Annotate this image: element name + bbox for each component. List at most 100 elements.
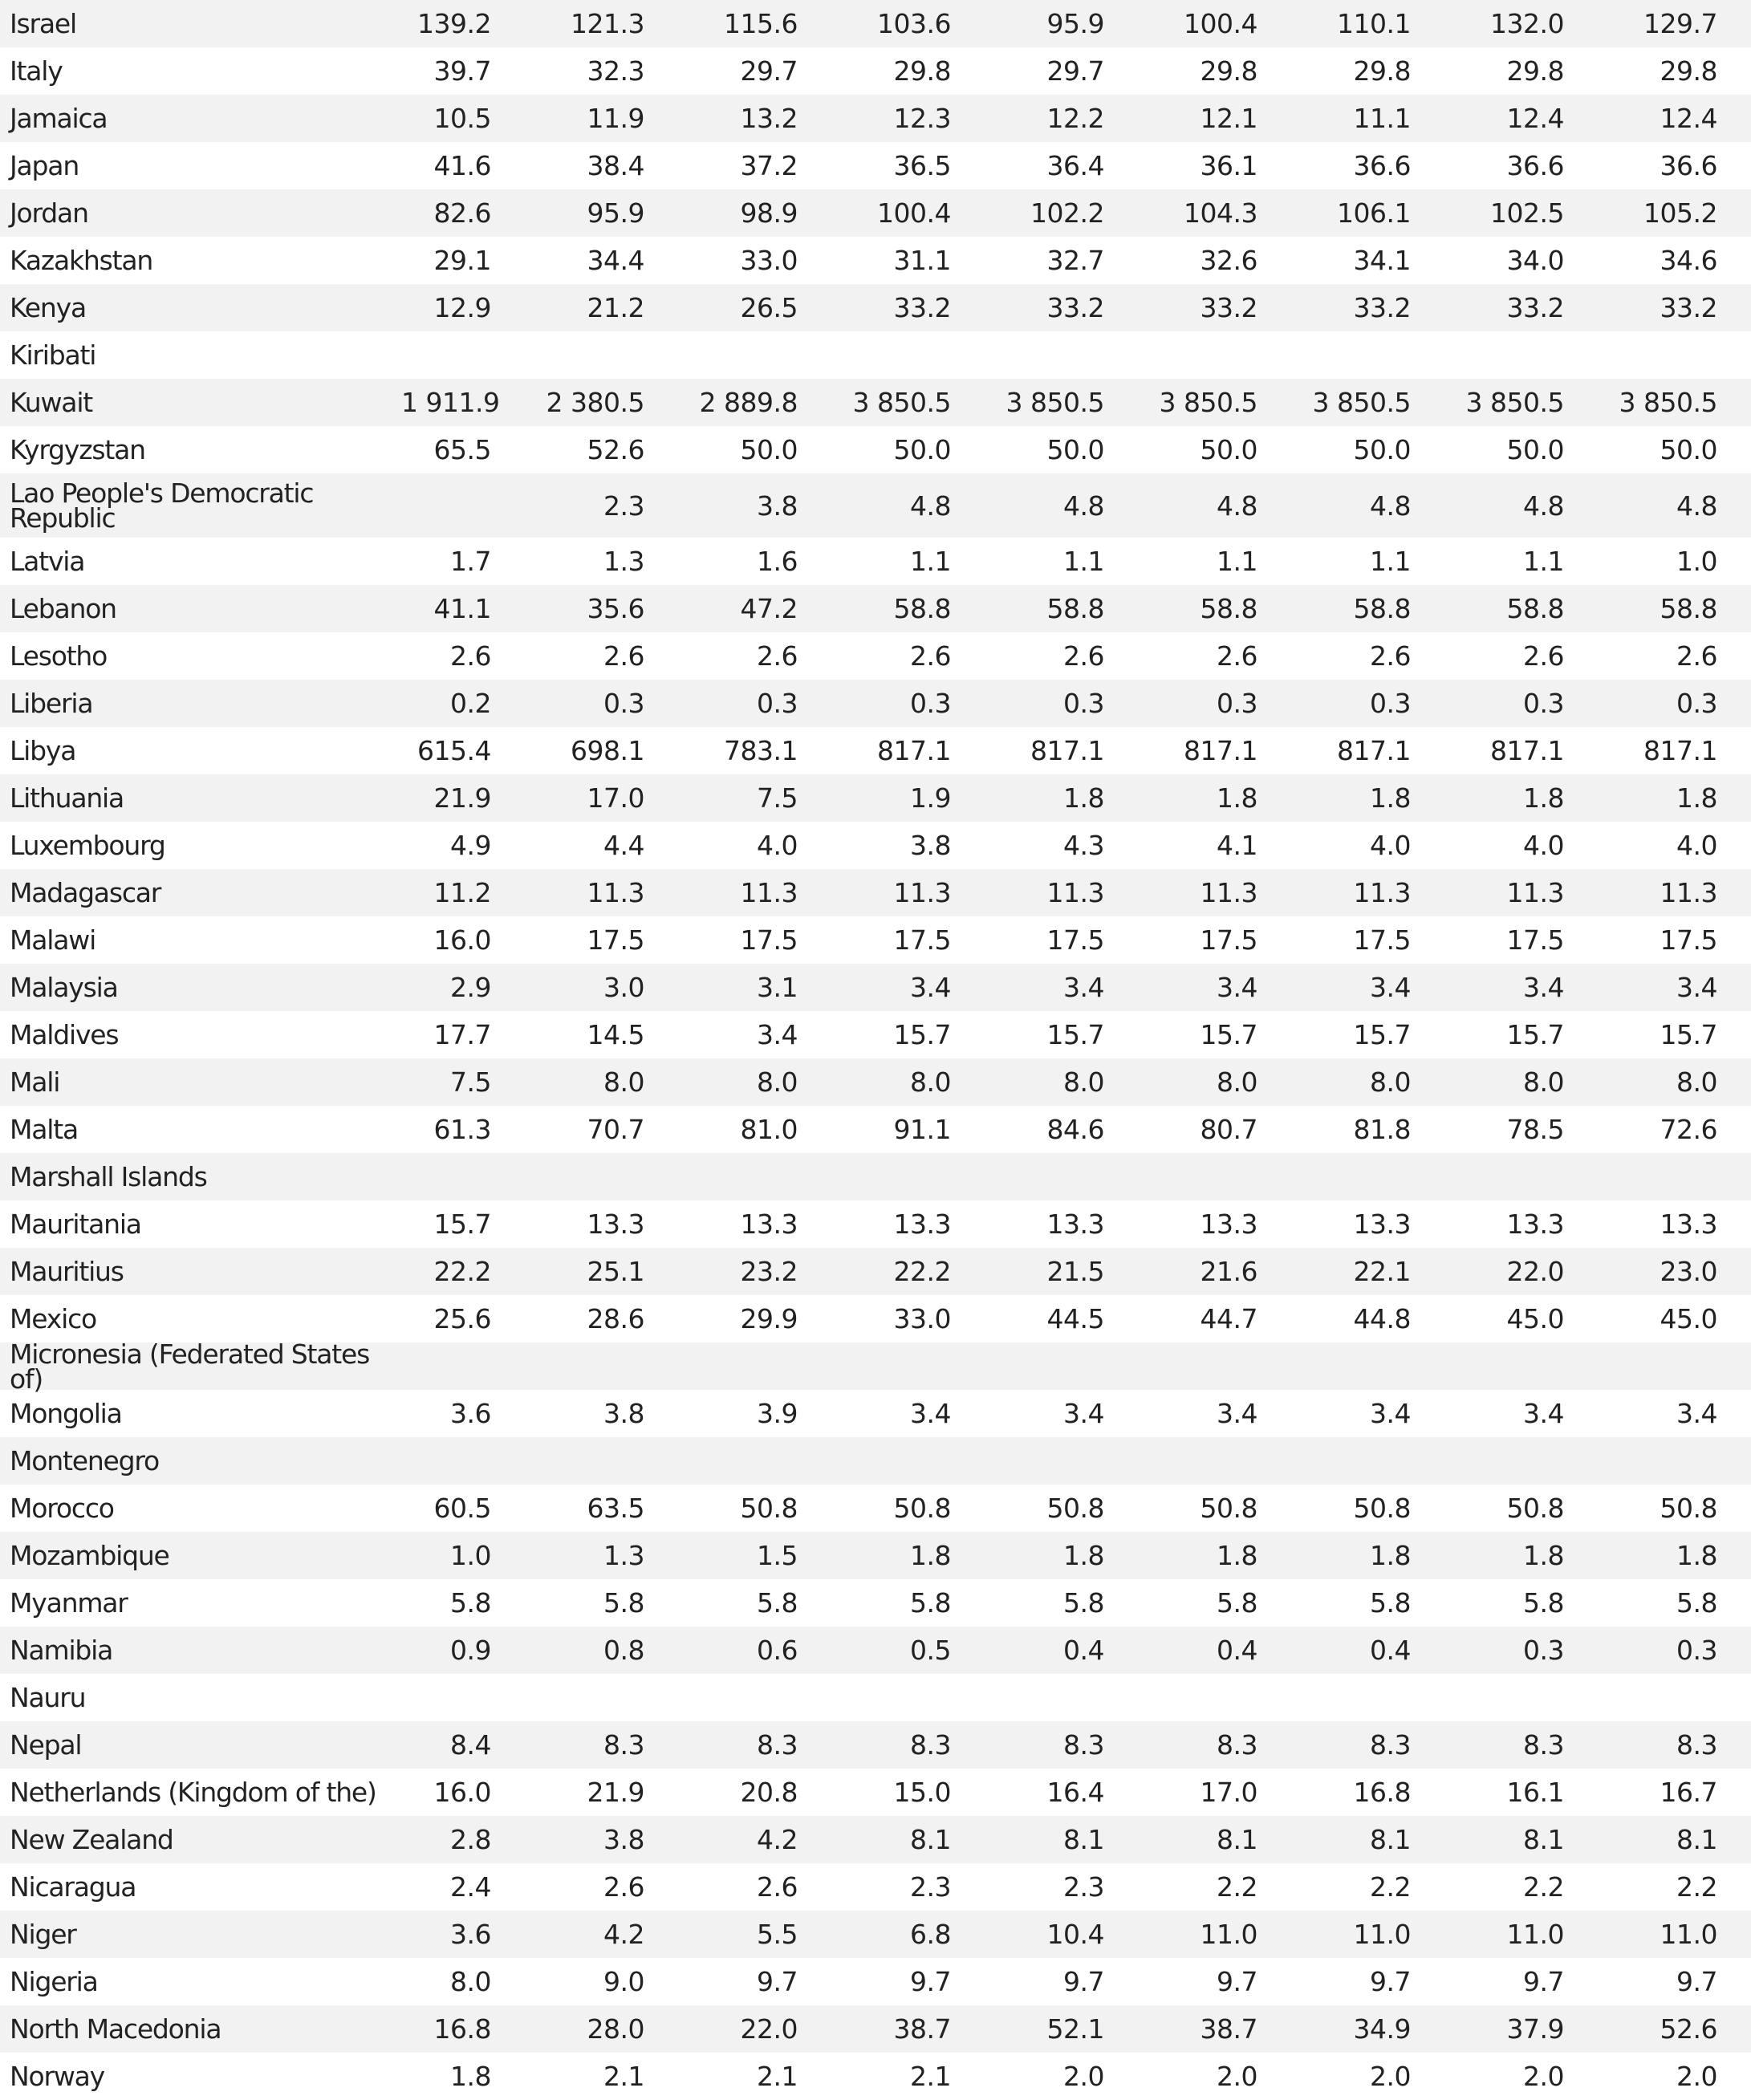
value-cell: 23.0 [1660,1256,1718,1287]
value-cell: 0.3 [1676,688,1717,719]
country-name-cell: Mauritania [10,1208,142,1240]
value-cell: 23.2 [740,1256,798,1287]
value-cell: 16.4 [1046,1777,1105,1808]
value-cell: 25.1 [587,1256,645,1287]
value-cell: 103.6 [877,8,951,39]
country-name-cell: Malta [10,1114,79,1145]
value-cell: 102.5 [1490,197,1564,229]
value-cell: 17.5 [1353,924,1412,956]
value-cell: 4.0 [757,830,798,861]
value-cell: 139.2 [417,8,491,39]
value-cell: 29.1 [433,245,492,276]
value-cell: 0.4 [1370,1635,1411,1666]
table-row: Mauritius 22.2 25.1 23.2 22.2 21.5 21.6 22.1 22.… [0,1248,1751,1295]
value-cell: 36.1 [1200,150,1258,181]
value-cell: 4.0 [1676,830,1717,861]
value-cell: 817.1 [1490,735,1564,766]
value-cell: 2.2 [1523,1871,1564,1903]
value-cell: 33.2 [893,292,952,323]
value-cell: 3.4 [1370,972,1411,1003]
value-cell: 36.6 [1353,150,1412,181]
value-cell: 13.3 [1506,1208,1565,1240]
value-cell: 13.3 [1046,1208,1105,1240]
value-cell: 0.5 [910,1635,951,1666]
value-cell: 28.0 [587,2013,645,2045]
value-cell: 65.5 [433,434,492,465]
value-cell: 78.5 [1506,1114,1565,1145]
value-cell: 4.8 [1063,489,1104,522]
value-cell: 0.9 [450,1635,491,1666]
value-cells: 29.1 34.4 33.0 31.1 32.7 32.6 34.1 34.0 34.6 [401,245,1725,276]
value-cell: 2.6 [603,640,644,672]
value-cell: 4.9 [450,830,491,861]
value-cell: 52.6 [587,434,645,465]
value-cells: 82.6 95.9 98.9 100.4 102.2 104.3 106.1 102.5 105… [401,197,1725,229]
value-cell: 38.4 [587,150,645,181]
value-cell: 16.1 [1506,1777,1565,1808]
value-cell: 29.7 [1046,55,1105,87]
value-cell: 37.9 [1506,2013,1565,2045]
value-cell: 11.2 [433,877,492,908]
value-cell: 5.8 [757,1587,798,1619]
table-row: Lithuania 21.9 17.0 7.5 1.9 1.8 1.8 1.8 1.8 1.8 [0,774,1751,822]
value-cell: 33.2 [1200,292,1258,323]
table-row: Nepal 8.4 8.3 8.3 8.3 8.3 8.3 8.3 8.3 8.3 [0,1721,1751,1769]
value-cell: 80.7 [1200,1114,1258,1145]
value-cell: 129.7 [1643,8,1717,39]
value-cell: 16.8 [433,2013,492,2045]
value-cell: 3 850.5 [1006,387,1105,418]
country-name-cell: Israel [10,8,77,39]
value-cell: 13.3 [1660,1208,1718,1240]
value-cell: 1.8 [450,2061,491,2092]
value-cell: 783.1 [724,735,798,766]
value-cell: 50.8 [1353,1493,1412,1524]
table-row: Luxembourg 4.9 4.4 4.0 3.8 4.3 4.1 4.0 4.0 4.0 [0,822,1751,869]
value-cell: 13.3 [1353,1208,1412,1240]
value-cell: 2.6 [1217,640,1257,672]
value-cell: 0.2 [450,688,491,719]
table-row: Japan 41.6 38.4 37.2 36.5 36.4 36.1 36.6 36.6 36.… [0,142,1751,189]
value-cell: 33.2 [1506,292,1565,323]
value-cell: 52.1 [1046,2013,1105,2045]
table-row: Mali 7.5 8.0 8.0 8.0 8.0 8.0 8.0 8.0 8.0 [0,1058,1751,1106]
value-cell: 2.6 [1063,640,1104,672]
table-row: Nigeria 8.0 9.0 9.7 9.7 9.7 9.7 9.7 9.7 9.7 [0,1958,1751,2005]
table-row: Malaysia 2.9 3.0 3.1 3.4 3.4 3.4 3.4 3.4 3.4 [0,964,1751,1011]
value-cells: 16.0 17.5 17.5 17.5 17.5 17.5 17.5 17.5 17.5 [401,924,1725,956]
value-cell: 1.1 [1063,546,1104,577]
table-row: Lesotho 2.6 2.6 2.6 2.6 2.6 2.6 2.6 2.6 2.6 [0,632,1751,680]
value-cell: 11.3 [1046,877,1105,908]
value-cell: 37.2 [740,150,798,181]
value-cell [401,490,491,522]
value-cell: 2.6 [1523,640,1564,672]
value-cell: 4.1 [1217,830,1257,861]
table-row: Kiribati [0,331,1751,379]
country-name-cell: Kyrgyzstan [10,434,146,465]
value-cell: 817.1 [1337,735,1411,766]
value-cell: 32.3 [587,55,645,87]
value-cell: 17.0 [1200,1777,1258,1808]
value-cell: 11.3 [1506,877,1565,908]
table-row: Libya 615.4 698.1 783.1 817.1 817.1 817.1 817.1… [0,727,1751,774]
value-cell: 1.3 [603,546,644,577]
value-cell: 2.1 [603,2061,644,2092]
value-cell: 8.1 [1523,1824,1564,1855]
value-cell: 5.8 [1523,1587,1564,1619]
value-cell: 34.4 [587,245,645,276]
value-cell: 21.9 [587,1777,645,1808]
value-cells: 2.9 3.0 3.1 3.4 3.4 3.4 3.4 3.4 3.4 [401,972,1725,1003]
value-cell: 5.8 [1676,1587,1717,1619]
value-cell: 2.1 [757,2061,798,2092]
value-cell: 4.2 [603,1919,644,1950]
value-cells: 16.0 21.9 20.8 15.0 16.4 17.0 16.8 16.1 16.7 [401,1777,1725,1808]
country-name-cell: Lao People's Democratic Republic [10,477,315,534]
value-cell: 16.0 [433,924,492,956]
value-cell: 3.6 [450,1919,491,1950]
country-name-cell: Mozambique [10,1540,170,1571]
table-row: Myanmar 5.8 5.8 5.8 5.8 5.8 5.8 5.8 5.8 5.8 [0,1579,1751,1627]
value-cell: 3.4 [910,1398,951,1429]
value-cell: 58.8 [1353,593,1412,624]
table-row: Nicaragua 2.4 2.6 2.6 2.3 2.3 2.2 2.2 2.2 2.2 [0,1863,1751,1911]
value-cell: 12.4 [1506,103,1565,134]
value-cells: 10.5 11.9 13.2 12.3 12.2 12.1 11.1 12.4 12.4 [401,103,1725,134]
